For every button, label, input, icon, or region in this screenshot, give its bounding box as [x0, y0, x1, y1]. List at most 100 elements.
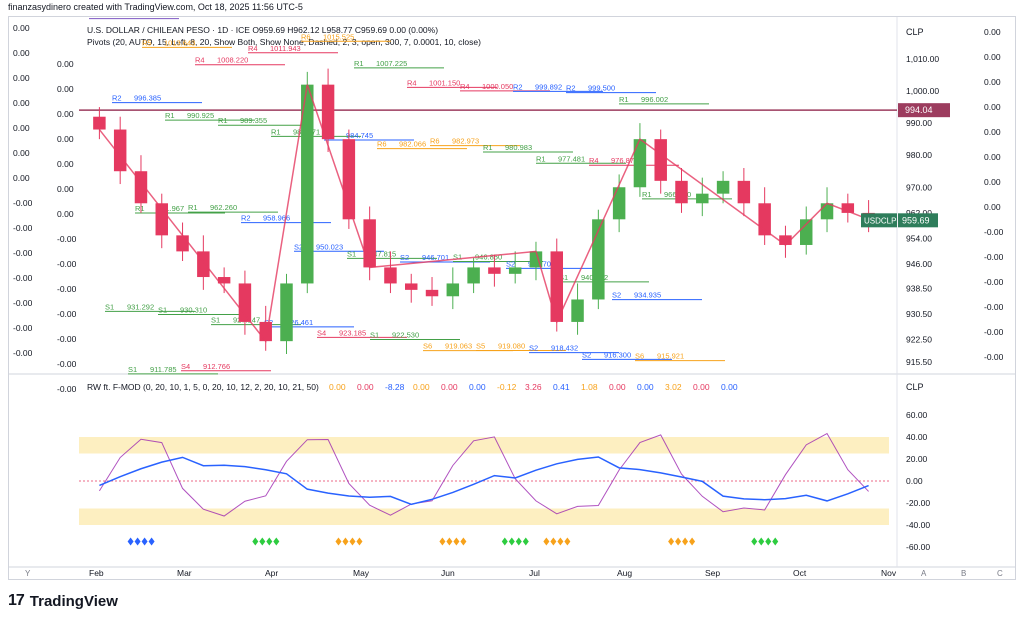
pivot-value: 961.967 — [157, 204, 184, 213]
pivot-tag: S5 — [476, 342, 485, 351]
pivot-value: 990.925 — [187, 111, 214, 120]
pivot-value: 915.921 — [657, 352, 684, 361]
candle-body — [571, 299, 584, 322]
candle-body — [779, 235, 792, 245]
symbol-line: U.S. DOLLAR / CHILEAN PESO · 1D · ICE O9… — [87, 25, 438, 35]
left-axis-label-2: 0.00 — [57, 109, 74, 119]
pivot-tag: S6 — [423, 342, 432, 351]
candle-body — [633, 139, 647, 188]
brand-name: TradingView — [29, 592, 118, 610]
signal-diamond — [349, 537, 356, 546]
pivot-tag: S1 — [158, 306, 167, 315]
signal-diamond — [141, 537, 148, 546]
pivot-value: 919.080 — [498, 342, 525, 351]
signal-diamond — [550, 537, 557, 546]
signal-diamond — [772, 537, 779, 546]
candle-body — [737, 180, 751, 204]
currency-label: CLP — [906, 27, 924, 37]
time-range-button-y: Y — [25, 569, 31, 578]
pivot-tag: R2 — [513, 82, 523, 91]
candle-body — [800, 219, 813, 245]
left-axis-label-2: -0.00 — [57, 284, 77, 294]
pivot-tag: R1 — [619, 95, 629, 104]
current-price-tag-text: 994.04 — [905, 105, 933, 115]
left-axis-label: 0.00 — [13, 98, 30, 108]
candle-body — [508, 267, 522, 274]
candle-body — [238, 283, 252, 322]
pivot-tag: R3 — [89, 17, 99, 19]
price-axis-label: 1,000.00 — [906, 86, 939, 96]
symbol-tag — [861, 213, 897, 228]
left-axis-label-2: -0.00 — [57, 309, 77, 319]
candle-body — [321, 84, 335, 140]
left-axis-label-2: 0.00 — [57, 184, 74, 194]
pivot-value: 999.500 — [588, 84, 615, 93]
left-axis-label: 0.00 — [13, 23, 30, 33]
candle-body — [280, 283, 293, 342]
signal-diamond — [439, 537, 446, 546]
oscillator-value: 0.00 — [413, 382, 430, 392]
oscillator-value: 1.08 — [581, 382, 598, 392]
oscillator-value: -8.28 — [385, 382, 405, 392]
pivot-tag: S1 — [453, 252, 462, 261]
signal-diamond — [557, 537, 564, 546]
pivot-tag: R4 — [248, 44, 258, 53]
left-axis-label: 0.00 — [13, 148, 30, 158]
pivot-value: 912.766 — [203, 362, 230, 371]
pivot-value: 918.432 — [551, 344, 578, 353]
pivot-value: 962.260 — [210, 203, 237, 212]
pivot-tag: R1 — [354, 59, 364, 68]
pivot-tag: R1 — [218, 116, 228, 125]
chart-caption: finanzasydinero created with TradingView… — [8, 2, 303, 12]
pivot-tag: R2 — [566, 84, 576, 93]
left-axis-label-2: -0.00 — [57, 384, 77, 394]
price-axis-label: 954.00 — [906, 234, 932, 244]
right-extra-label: -0.00 — [984, 352, 1004, 362]
left-axis-label: -0.00 — [13, 348, 33, 358]
oscillator-axis-label: -40.00 — [906, 520, 930, 530]
pivot-value: 989.355 — [240, 116, 267, 125]
signal-diamond — [127, 537, 134, 546]
pivot-tag: R6 — [377, 140, 387, 149]
pivot-value: 930.310 — [180, 306, 207, 315]
price-axis-label: 970.00 — [906, 182, 932, 192]
chart-frame: U.S. DOLLAR / CHILEAN PESO · 1D · ICE O9… — [8, 10, 1016, 580]
oscillator-value: 0.00 — [357, 382, 374, 392]
right-extra-label: 0.00 — [984, 127, 1001, 137]
signal-diamond — [751, 537, 758, 546]
pivots-line: Pivots (20, AUTO, 15, Left, 8, 20, Show … — [87, 37, 481, 47]
signal-diamond — [342, 537, 349, 546]
upper-band — [79, 437, 889, 454]
pivot-value: 911.785 — [150, 365, 177, 374]
pivot-value: 984.745 — [346, 131, 373, 140]
price-axis-label: 980.00 — [906, 150, 932, 160]
signal-diamond — [356, 537, 363, 546]
time-axis-label: Apr — [265, 568, 278, 578]
pivot-tag: R1 — [165, 111, 175, 120]
signal-diamond — [252, 537, 259, 546]
pivot-value: 916.300 — [604, 350, 631, 359]
candle-body — [675, 180, 688, 204]
oscillator-value: 3.02 — [665, 382, 682, 392]
pivot-tag: R2 — [241, 214, 251, 223]
log-scale-button: B — [961, 569, 966, 578]
price-chart[interactable]: U.S. DOLLAR / CHILEAN PESO · 1D · ICE O9… — [9, 10, 1015, 579]
left-axis-label: 0.00 — [13, 48, 30, 58]
candle-body — [592, 219, 605, 300]
oscillator-currency: CLP — [906, 382, 924, 392]
candle-body — [696, 193, 709, 204]
candle-body — [488, 267, 501, 274]
signal-diamond — [543, 537, 550, 546]
candle-body — [93, 116, 106, 130]
signal-diamond — [668, 537, 675, 546]
pivot-tag: S1 — [559, 273, 568, 282]
pivot-value: 1015.525 — [323, 32, 354, 41]
signal-diamond — [273, 537, 280, 546]
oscillator-value: 0.00 — [637, 382, 654, 392]
tradingview-logo-icon: 17 — [8, 592, 25, 609]
candle-body — [467, 267, 480, 284]
oscillator-value: -0.12 — [497, 382, 517, 392]
oscillator-value: 0.00 — [469, 382, 486, 392]
left-axis-label-2: 0.00 — [57, 134, 74, 144]
pivot-tag: S2 — [612, 291, 621, 300]
